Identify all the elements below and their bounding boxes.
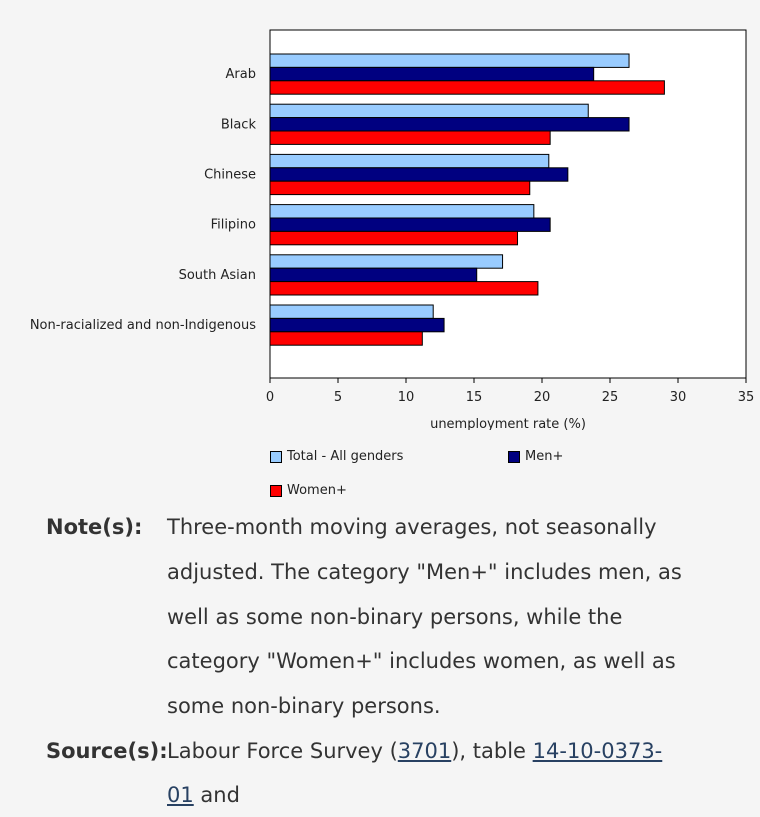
legend-item-men: Men+	[508, 449, 563, 464]
legend-label-total: Total - All genders	[287, 449, 404, 464]
x-tick-label: 25	[602, 390, 619, 405]
bar-women	[269, 281, 539, 296]
category-label: Filipino	[211, 218, 256, 233]
bar-men	[269, 217, 551, 232]
bar-women	[269, 331, 423, 346]
bar-total	[269, 53, 630, 68]
bar-total	[269, 304, 434, 319]
x-tick-label: 20	[534, 390, 551, 405]
bar-women	[269, 130, 551, 145]
legend-item-women: Women+	[270, 483, 347, 498]
note-row: Note(s): Three-month moving averages, no…	[46, 505, 746, 729]
bar-women	[269, 180, 531, 196]
source-prefix: Labour Force Survey (	[167, 738, 398, 763]
bar-total	[269, 103, 589, 119]
legend-label-men: Men+	[525, 449, 564, 464]
bar-women	[269, 230, 519, 246]
category-label: Arab	[226, 67, 256, 82]
category-label: Black	[221, 117, 257, 132]
source-label: Source(s):	[46, 738, 168, 763]
bar-total	[269, 204, 535, 219]
survey-number-link[interactable]: 3701	[397, 738, 452, 763]
legend-swatch-men	[508, 450, 520, 463]
legend-item-total: Total - All genders	[270, 449, 403, 464]
x-tick-label: 5	[334, 390, 342, 405]
note-label: Note(s):	[46, 515, 143, 539]
x-axis-title: unemployment rate (%)	[430, 417, 586, 430]
bar-total	[269, 254, 504, 269]
bar-chart: Arab Black Chinese Filipino South Asian Non-r…	[30, 29, 755, 430]
bar-men	[269, 267, 478, 283]
chart-footnotes: Note(s): Three-month moving averages, no…	[46, 505, 746, 817]
x-tick-label: 10	[398, 390, 415, 405]
bar-men	[269, 117, 630, 132]
bar-women	[269, 80, 665, 95]
category-label: Chinese	[204, 168, 256, 183]
category-label: Non-racialized and non-Indigenous	[30, 318, 256, 333]
source-text: Labour Force Survey (3701), table 14-10-…	[167, 729, 746, 817]
bar-men	[269, 167, 569, 182]
legend-swatch-total	[270, 450, 282, 463]
legend-label-women: Women+	[287, 483, 347, 498]
source-suffix: and	[193, 782, 240, 807]
source-middle: ), table	[451, 738, 533, 763]
bar-total	[269, 153, 550, 169]
bar-men	[269, 66, 595, 82]
note-text: Three-month moving averages, not seasona…	[167, 515, 682, 719]
x-tick-label: 35	[738, 390, 755, 405]
category-label: South Asian	[179, 268, 256, 283]
x-tick-label: 15	[466, 390, 483, 405]
x-tick-label: 30	[670, 390, 687, 405]
x-tick-label: 0	[266, 390, 274, 405]
bar-men	[269, 317, 445, 333]
legend-swatch-women	[270, 484, 282, 497]
source-row: Source(s): Labour Force Survey (3701), t…	[46, 729, 746, 817]
